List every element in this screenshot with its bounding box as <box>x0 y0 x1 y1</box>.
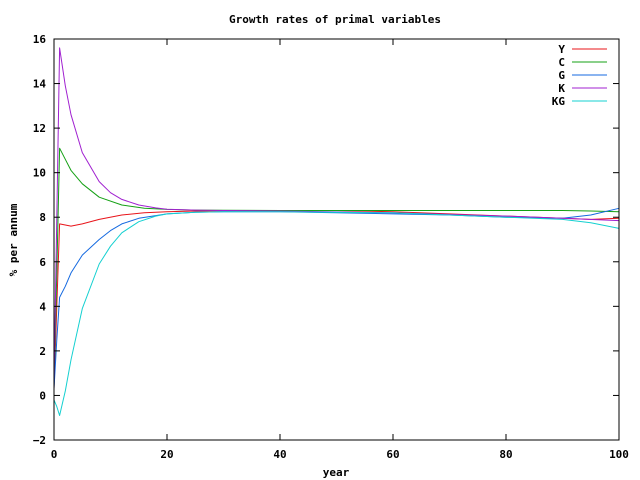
x-tick-label: 0 <box>51 448 58 461</box>
x-axis-label: year <box>323 466 350 479</box>
y-tick-label: 10 <box>33 167 46 180</box>
y-tick-label: 0 <box>39 389 46 402</box>
series-line-y <box>53 210 620 389</box>
x-tick-label: 60 <box>386 448 399 461</box>
plot-frame <box>53 38 620 441</box>
legend-label-kg: KG <box>552 95 566 108</box>
legend-label-y: Y <box>558 43 565 56</box>
series-line-k <box>53 47 620 385</box>
chart-title: Growth rates of primal variables <box>229 13 441 26</box>
y-tick-label: 14 <box>33 78 47 91</box>
x-tick-label: 20 <box>160 448 173 461</box>
y-tick-label: 6 <box>39 256 46 269</box>
series-line-c <box>53 147 620 387</box>
y-tick-label: −2 <box>33 434 46 447</box>
y-tick-label: 8 <box>39 211 46 224</box>
x-tick-label: 40 <box>273 448 286 461</box>
axes: 0 20 40 60 80 100 −2 0 2 4 6 8 10 12 14 16 <box>33 33 629 461</box>
series-line-g <box>53 207 620 389</box>
y-tick-label: 12 <box>33 122 46 135</box>
x-tick-label: 100 <box>609 448 629 461</box>
y-tick-label: 2 <box>39 345 46 358</box>
series-line-kg <box>53 211 620 416</box>
legend-label-c: C <box>558 56 565 69</box>
legend-label-g: G <box>558 69 565 82</box>
y-tick-label: 16 <box>33 33 47 46</box>
legend-label-k: K <box>558 82 565 95</box>
plot-area <box>53 47 620 416</box>
x-tick-label: 80 <box>499 448 512 461</box>
y-tick-label: 4 <box>39 300 46 313</box>
y-axis-label: % per annum <box>7 203 20 276</box>
